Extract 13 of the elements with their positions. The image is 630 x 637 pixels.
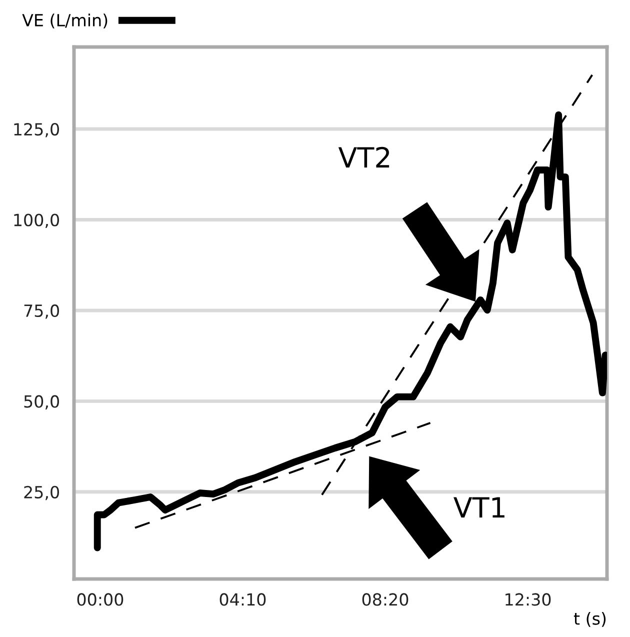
x-axis-title: t (s)	[574, 612, 606, 627]
y-tick-label: 75,0	[24, 304, 60, 319]
y-tick-label: 125,0	[14, 122, 60, 138]
y-tick-label: 100,0	[14, 214, 60, 228]
annotation: VT1	[454, 497, 504, 518]
x-tick-label: 12:30	[506, 593, 551, 606]
x-tick-label: 00:00	[77, 593, 124, 606]
annotation: VT2	[338, 146, 390, 168]
x-tick-label: 08:20	[362, 593, 408, 606]
y-tick-label: 25,0	[24, 486, 60, 500]
legend-label: VE (L/min)	[22, 14, 108, 28]
y-tick-label: 50,0	[24, 395, 60, 410]
x-tick-label: 04:10	[220, 593, 266, 606]
